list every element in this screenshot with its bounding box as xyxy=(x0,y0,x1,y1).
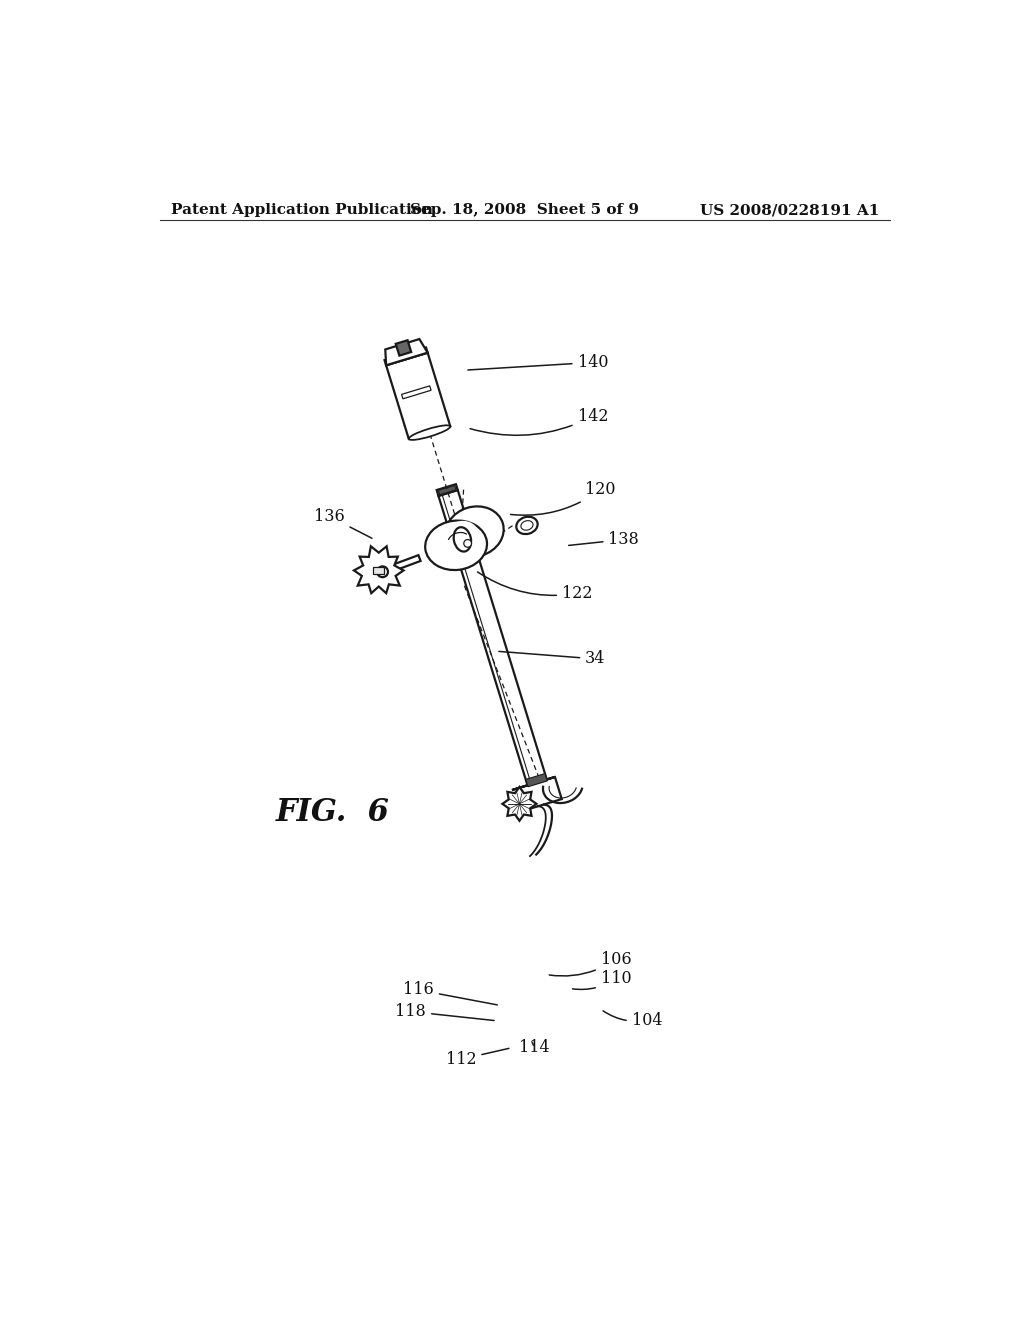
Polygon shape xyxy=(438,490,551,800)
Polygon shape xyxy=(354,546,403,593)
Ellipse shape xyxy=(409,425,451,440)
Polygon shape xyxy=(385,339,428,366)
Polygon shape xyxy=(385,556,421,573)
Circle shape xyxy=(464,540,471,548)
Ellipse shape xyxy=(516,516,538,535)
Text: 136: 136 xyxy=(314,508,372,539)
Polygon shape xyxy=(438,486,456,495)
Polygon shape xyxy=(401,385,431,399)
Text: 114: 114 xyxy=(519,1039,550,1056)
Text: Sep. 18, 2008  Sheet 5 of 9: Sep. 18, 2008 Sheet 5 of 9 xyxy=(411,203,639,216)
Text: Patent Application Publication: Patent Application Publication xyxy=(171,203,432,216)
Text: FIG.  6: FIG. 6 xyxy=(275,797,389,829)
Circle shape xyxy=(377,566,388,577)
Text: 106: 106 xyxy=(549,950,632,975)
Text: 34: 34 xyxy=(499,651,605,668)
Text: 112: 112 xyxy=(445,1048,509,1068)
Polygon shape xyxy=(503,787,537,821)
Text: 142: 142 xyxy=(470,408,608,436)
Text: 116: 116 xyxy=(403,982,498,1005)
Ellipse shape xyxy=(521,520,534,531)
Polygon shape xyxy=(385,347,428,366)
Ellipse shape xyxy=(444,521,478,550)
Text: 138: 138 xyxy=(568,531,639,548)
Polygon shape xyxy=(386,352,451,440)
Ellipse shape xyxy=(425,520,487,570)
Polygon shape xyxy=(525,774,547,787)
Polygon shape xyxy=(519,777,562,810)
Text: 118: 118 xyxy=(395,1003,495,1020)
Polygon shape xyxy=(436,484,458,496)
Text: 122: 122 xyxy=(477,572,593,602)
Text: 120: 120 xyxy=(511,480,615,515)
Polygon shape xyxy=(512,777,555,791)
Text: 140: 140 xyxy=(468,354,608,371)
Ellipse shape xyxy=(445,507,504,557)
Text: 110: 110 xyxy=(572,970,632,990)
Polygon shape xyxy=(395,341,412,355)
Text: US 2008/0228191 A1: US 2008/0228191 A1 xyxy=(700,203,880,216)
Text: 104: 104 xyxy=(603,1011,663,1030)
Ellipse shape xyxy=(454,527,471,552)
Polygon shape xyxy=(374,566,384,574)
